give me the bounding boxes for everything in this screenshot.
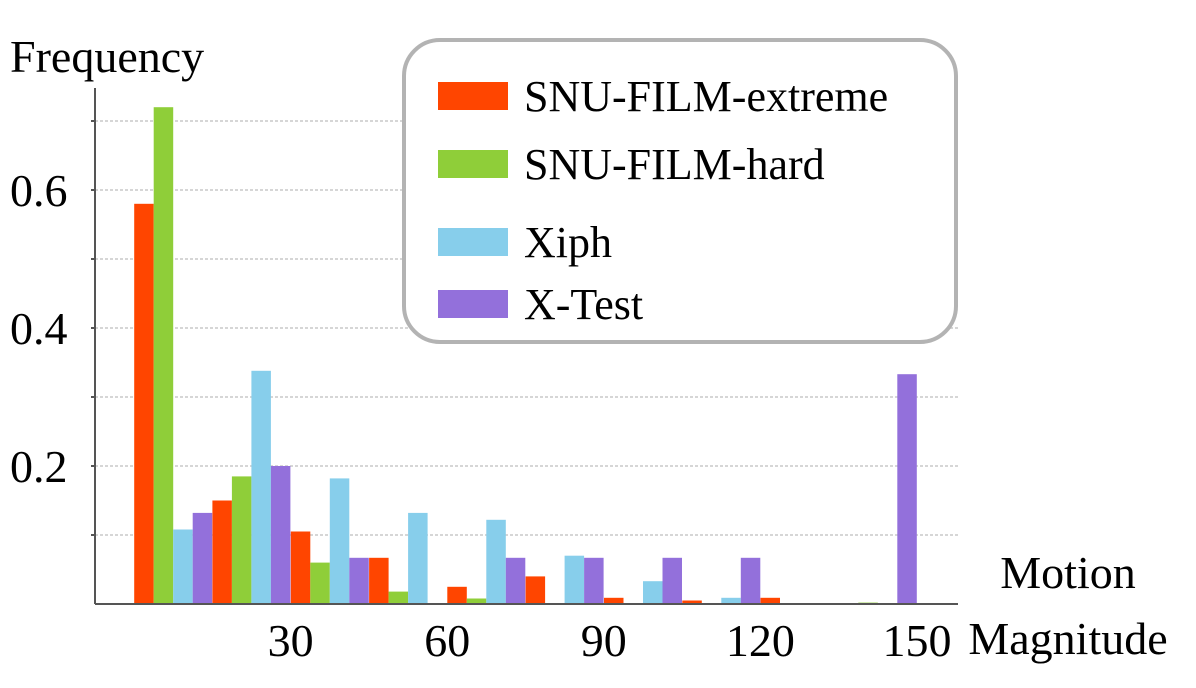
x-tick-labels: 30 60 90 120 150 bbox=[268, 615, 952, 666]
y-tick-label: 0.4 bbox=[10, 303, 68, 354]
legend-swatch bbox=[438, 150, 508, 178]
y-tick-label: 0.2 bbox=[10, 441, 68, 492]
bar-xiph-82.5 bbox=[564, 555, 585, 604]
bar-snu-film-extreme-52.5 bbox=[369, 557, 389, 604]
y-axis-label: Frequency bbox=[10, 31, 204, 82]
legend-swatch bbox=[438, 228, 508, 256]
bar-xiph-37.5 bbox=[329, 478, 350, 604]
x-tick-label: 150 bbox=[883, 615, 952, 666]
bar-xiph-67.5 bbox=[486, 519, 506, 604]
legend-label: SNU-FILM-extreme bbox=[524, 72, 888, 121]
bar-snu-film-extreme-127.5 bbox=[760, 597, 780, 604]
bar-x-test-7.5 bbox=[192, 512, 213, 604]
bars bbox=[134, 107, 917, 605]
x-axis-label-line-2: Magnitude bbox=[968, 613, 1167, 664]
legend-label: Xiph bbox=[524, 218, 612, 267]
legend-swatch bbox=[438, 82, 508, 110]
bar-x-test-82.5 bbox=[584, 557, 604, 604]
x-tick-label: 90 bbox=[581, 615, 627, 666]
bar-x-test-67.5 bbox=[505, 557, 526, 604]
bar-snu-film-extreme-97.5 bbox=[604, 597, 624, 604]
bar-snu-film-hard-52.5 bbox=[388, 591, 409, 604]
bar-xiph-112.5 bbox=[721, 597, 741, 604]
y-tick-label: 0.6 bbox=[10, 165, 68, 216]
x-tick-label: 30 bbox=[268, 615, 314, 666]
bar-snu-film-hard-7.5 bbox=[153, 107, 174, 604]
y-tick-labels: 0.2 0.4 0.6 bbox=[10, 165, 68, 492]
bar-snu-film-extreme-67.5 bbox=[447, 586, 467, 605]
bar-x-test-112.5 bbox=[740, 557, 761, 604]
bar-x-test-37.5 bbox=[349, 557, 369, 604]
bar-snu-film-extreme-22.5 bbox=[212, 500, 232, 604]
bar-snu-film-extreme-82.5 bbox=[525, 576, 546, 604]
bar-snu-film-hard-37.5 bbox=[310, 562, 330, 604]
legend-box bbox=[402, 38, 958, 344]
axes bbox=[94, 88, 958, 605]
bar-snu-film-extreme-112.5 bbox=[682, 600, 702, 604]
bar-xiph-7.5 bbox=[173, 529, 193, 604]
x-tick-label: 60 bbox=[424, 615, 470, 666]
bar-x-test-97.5 bbox=[662, 557, 682, 604]
bar-xiph-22.5 bbox=[251, 370, 271, 604]
x-tick-label: 120 bbox=[726, 615, 795, 666]
legend-label: SNU-FILM-hard bbox=[524, 140, 825, 189]
bar-snu-film-hard-67.5 bbox=[466, 598, 487, 604]
bar-x-test-142.5 bbox=[897, 374, 917, 604]
bar-x-test-22.5 bbox=[270, 466, 291, 604]
bar-snu-film-hard-22.5 bbox=[231, 476, 252, 604]
legend: SNU-FILM-extreme SNU-FILM-hard Xiph X-Test bbox=[402, 38, 958, 344]
bar-snu-film-extreme-37.5 bbox=[290, 531, 311, 604]
legend-label: X-Test bbox=[524, 280, 643, 329]
bar-xiph-52.5 bbox=[408, 512, 428, 604]
legend-swatch bbox=[438, 290, 508, 318]
bar-snu-film-extreme-7.5 bbox=[134, 203, 154, 605]
x-axis-label-line-1: Motion bbox=[1000, 547, 1135, 598]
bar-xiph-97.5 bbox=[643, 581, 663, 604]
